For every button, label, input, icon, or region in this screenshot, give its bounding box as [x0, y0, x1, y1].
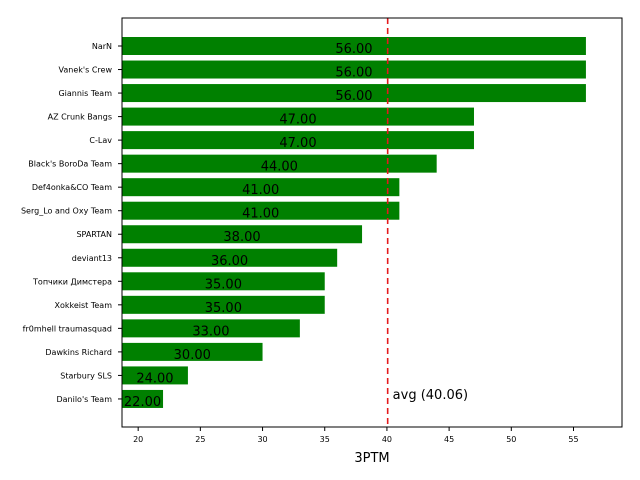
y-tick-label: Dawkins Richard: [45, 348, 112, 357]
x-tick-label: 35: [320, 435, 330, 444]
bar: [122, 366, 188, 385]
bar-value-label: 41.00: [242, 207, 279, 222]
bar: [122, 178, 400, 197]
x-tick-label: 55: [568, 435, 578, 444]
bar: [122, 37, 586, 55]
y-tick-label: deviant13: [72, 254, 112, 263]
y-tick-label: fr0mhell traumasquad: [23, 324, 112, 333]
y-tick-label: Топчики Димстера: [32, 277, 112, 286]
y-tick-label: Vanek's Crew: [59, 66, 113, 75]
bar-value-label: 56.00: [335, 66, 372, 81]
y-tick-label: Black's BoroDa Team: [28, 160, 112, 169]
bar: [122, 225, 363, 244]
plot-frame: [121, 17, 623, 428]
x-tick-label: 50: [506, 435, 516, 444]
bar: [122, 131, 474, 150]
bar-value-label: 44.00: [261, 160, 298, 175]
y-axis-labels: NarN Vanek's Crew Giannis Team AZ Crunk Ban…: [21, 42, 122, 404]
bar-value-label: 36.00: [211, 254, 248, 269]
x-tick-label: 25: [195, 435, 205, 444]
bar: [122, 342, 263, 361]
bar: [122, 84, 586, 103]
y-tick-label: Xokkeist Team: [55, 301, 113, 310]
bar: [122, 389, 164, 408]
y-tick-label: SPARTAN: [76, 230, 112, 239]
bar: [122, 295, 325, 314]
bar-value-label: 47.00: [279, 113, 316, 128]
y-tick-label: C-Lav: [89, 136, 112, 145]
y-tick-label: Giannis Team: [58, 89, 112, 98]
bar-value-label: 35.00: [205, 301, 242, 316]
bar-value-label: 56.00: [335, 89, 372, 104]
bar: [122, 248, 338, 267]
x-tick-label: 20: [133, 435, 143, 444]
x-tick-label: 40: [382, 435, 392, 444]
average-label: avg (40.06): [393, 388, 468, 403]
x-axis-ticks: 20 25 30 35 40 45 50 55: [133, 427, 579, 444]
bar-value-label: 33.00: [192, 324, 229, 339]
bar: [122, 201, 400, 220]
bar: [122, 319, 300, 338]
y-tick-label: Starbury SLS: [60, 371, 112, 380]
y-tick-label: AZ Crunk Bangs: [48, 113, 112, 122]
bar-value-label: 38.00: [223, 230, 260, 245]
bar-value-label: 22.00: [124, 395, 161, 410]
y-tick-label: Def4onka&CO Team: [32, 183, 112, 192]
bar-value-label: 47.00: [279, 136, 316, 151]
bar: [122, 60, 586, 79]
bar: [122, 272, 325, 291]
bar-value-label: 56.00: [335, 42, 372, 57]
bar-value-label: 30.00: [174, 348, 211, 363]
bar-value-label: 35.00: [205, 277, 242, 292]
bar: [122, 154, 437, 173]
bars-group: 56.00 56.00 56.00 47.00 47.00 44.00 41.00 41.00…: [122, 37, 586, 410]
x-tick-label: 45: [444, 435, 454, 444]
x-tick-label: 30: [257, 435, 267, 444]
y-tick-label: Danilo's Team: [56, 395, 112, 404]
y-tick-label: NarN: [92, 42, 112, 51]
bar-value-label: 24.00: [136, 371, 173, 386]
bar: [122, 107, 474, 126]
bar-value-label: 41.00: [242, 183, 279, 198]
x-axis-label: 3PTM: [354, 451, 389, 466]
y-tick-label: Serg_Lo and Oxy Team: [21, 207, 112, 216]
